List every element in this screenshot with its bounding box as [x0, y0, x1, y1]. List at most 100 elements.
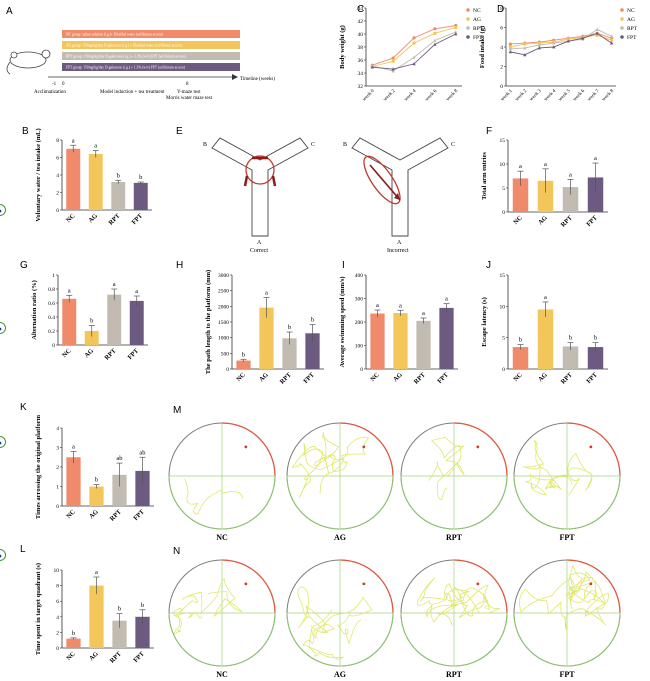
swim-trace	[173, 578, 243, 635]
x-tick-label: week 4	[404, 89, 418, 103]
significance-letter: b	[569, 335, 572, 342]
y-tick-label: 0.6	[48, 301, 55, 307]
panel-letter-m: M	[173, 405, 181, 416]
data-point	[508, 42, 512, 46]
data-point	[433, 42, 437, 46]
significance-letter: ab	[139, 449, 145, 456]
panel-f-arm-entries-chart: 0 5 10 15 Total arm entries Fa NC a AG a RPT a FPT	[481, 126, 608, 229]
panel-i-swim-speed-chart: 0 100 200 300 400 Average swimming speed (mm/…	[339, 260, 458, 386]
data-point	[391, 67, 395, 71]
bar-rpt	[112, 620, 127, 648]
y-tick-label: 8	[56, 584, 59, 590]
category-label: NC	[61, 347, 73, 359]
legend-label: RPT	[473, 26, 484, 32]
start-point-marker	[362, 582, 366, 586]
category-label: RPT	[560, 371, 575, 386]
swim-trace	[291, 431, 370, 499]
phase-model-induction: Model induction + tea treatment	[100, 90, 165, 95]
start-point-marker	[589, 582, 593, 586]
target-quadrant-arc	[339, 422, 394, 477]
y-tick-label: 1500	[218, 320, 229, 326]
data-point	[433, 27, 437, 31]
swim-trace	[428, 436, 465, 501]
significance-letter: a	[376, 302, 379, 309]
phase-acclimatization: Acclimatization	[34, 90, 66, 95]
bar-rpt	[107, 294, 122, 345]
y-tick-label: 400	[355, 273, 364, 279]
y-tick-label: 500	[221, 351, 230, 357]
category-label: AG	[87, 212, 99, 224]
bar-ag	[89, 585, 104, 648]
category-label: FPT	[127, 347, 141, 361]
y-tick-label: 34	[358, 71, 364, 77]
y-tick-label: 0	[56, 504, 59, 510]
platform-circle	[0, 549, 6, 561]
bar-ag	[84, 331, 99, 345]
y-tick-label: 40	[358, 32, 364, 38]
y-tick-label: 0	[52, 343, 55, 349]
panel-letter: I	[342, 260, 345, 271]
y-tick-label: 0.8	[48, 287, 55, 293]
m-label-ag: AG	[334, 533, 346, 542]
significance-letter: b	[594, 335, 597, 342]
swim-trace	[184, 478, 243, 515]
bar-nc	[370, 313, 385, 369]
y-tick-label: 0	[56, 208, 59, 214]
y-axis-label: Times arrossing the original platform	[35, 414, 42, 519]
y-tick-label: 6	[500, 26, 503, 32]
y-axis-label: Time spent in target quadrant (s)	[35, 563, 42, 655]
significance-letter: a	[265, 290, 268, 297]
panel-e-y-maze: E B C A Correct B C A Incorrect	[176, 126, 455, 254]
panel-letter: H	[176, 260, 183, 271]
platform-circle	[0, 322, 6, 334]
legend-marker	[466, 17, 470, 21]
start-point-marker	[476, 445, 480, 449]
y-tick-label: 0	[500, 84, 503, 90]
legend-label: FPT	[473, 35, 483, 41]
y-tick-label: 2	[500, 65, 503, 71]
x-tick-label: week 5	[558, 89, 572, 103]
data-point	[595, 33, 599, 37]
data-point	[595, 27, 599, 31]
significance-letter: a	[95, 569, 98, 576]
bar-nc	[66, 457, 81, 506]
x-tick-label: week 8	[601, 89, 615, 103]
n-label-fpt: FPT	[559, 670, 575, 679]
data-point	[412, 36, 416, 40]
y-tick-label: 0	[56, 646, 59, 652]
category-label: NC	[369, 371, 381, 383]
panel-g-alternation-chart: 0 0.2 0.4 0.6 0.8 1 Alternation ratio (%) Ga NC b…	[20, 260, 148, 362]
y-tick-label: 2	[56, 465, 59, 471]
significance-letter: a	[594, 155, 597, 162]
water-maze-pool	[0, 204, 276, 667]
y-tick-label: 0	[502, 210, 505, 216]
y-tick-label: 300	[355, 297, 364, 303]
y-axis-label: Alternation ratio (%)	[31, 280, 38, 340]
y-tick-label: 15	[500, 273, 506, 279]
y-axis-label: Food intake (g)	[479, 26, 486, 68]
bar-rpt	[416, 320, 431, 369]
bar-nc	[512, 178, 529, 212]
x-tick-label: week 4	[544, 89, 558, 103]
legend-label: RPT	[627, 26, 638, 32]
target-quadrant-arc	[453, 559, 508, 614]
data-point	[552, 41, 556, 45]
y-tick-label: 4	[500, 45, 503, 51]
category-label: FPT	[585, 214, 599, 228]
arm-c-label-2: C	[451, 142, 455, 148]
data-point	[537, 41, 541, 45]
start-point-marker	[362, 445, 366, 449]
y-tick-label: 4	[56, 426, 59, 432]
significance-letter: b	[139, 174, 142, 181]
swim-trace	[416, 577, 500, 626]
target-quadrant-arc	[221, 422, 276, 477]
group-bar-rpt	[62, 52, 240, 60]
data-point	[454, 26, 458, 29]
end-point-marker	[0, 327, 2, 331]
data-point	[412, 62, 416, 66]
data-point	[609, 34, 614, 38]
y-tick-label: 8	[56, 138, 59, 144]
panel-l-target-quadrant-chart: 0 2 4 6 8 10 Time spent in target quadrant (s)…	[20, 544, 154, 665]
y-tick-label: 10	[500, 162, 506, 168]
